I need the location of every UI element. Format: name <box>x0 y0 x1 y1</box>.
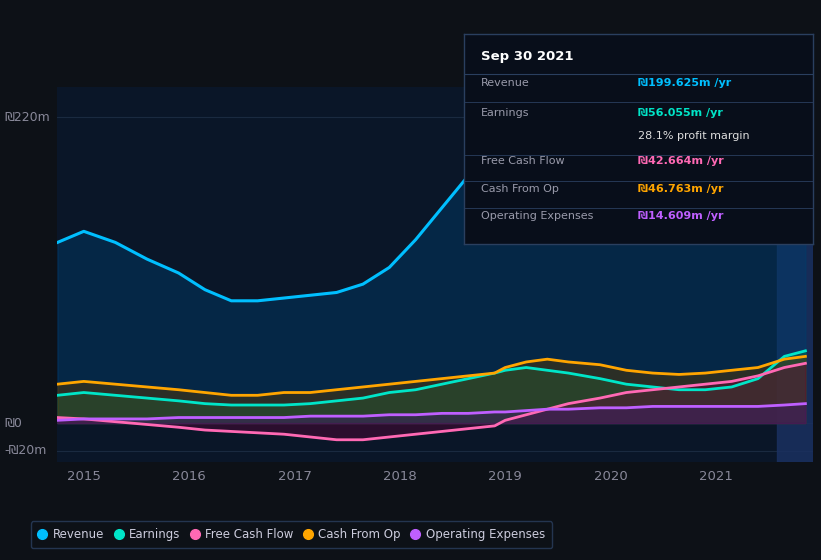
Text: Revenue: Revenue <box>481 78 530 88</box>
Text: Sep 30 2021: Sep 30 2021 <box>481 50 574 63</box>
Text: ₪14.609m /yr: ₪14.609m /yr <box>639 211 724 221</box>
Text: Cash From Op: Cash From Op <box>481 184 559 194</box>
Text: ₪46.763m /yr: ₪46.763m /yr <box>639 184 724 194</box>
Text: ₪56.055m /yr: ₪56.055m /yr <box>639 108 723 118</box>
Text: ₪220m: ₪220m <box>4 111 50 124</box>
Legend: Revenue, Earnings, Free Cash Flow, Cash From Op, Operating Expenses: Revenue, Earnings, Free Cash Flow, Cash … <box>30 521 552 548</box>
Text: -₪20m: -₪20m <box>4 445 47 458</box>
Text: 28.1% profit margin: 28.1% profit margin <box>639 131 750 141</box>
Text: Free Cash Flow: Free Cash Flow <box>481 156 565 166</box>
Bar <box>777 87 813 462</box>
Text: ₪0: ₪0 <box>4 417 22 430</box>
Text: Earnings: Earnings <box>481 108 530 118</box>
Text: ₪42.664m /yr: ₪42.664m /yr <box>639 156 724 166</box>
Text: Operating Expenses: Operating Expenses <box>481 211 594 221</box>
Text: ₪199.625m /yr: ₪199.625m /yr <box>639 78 732 88</box>
